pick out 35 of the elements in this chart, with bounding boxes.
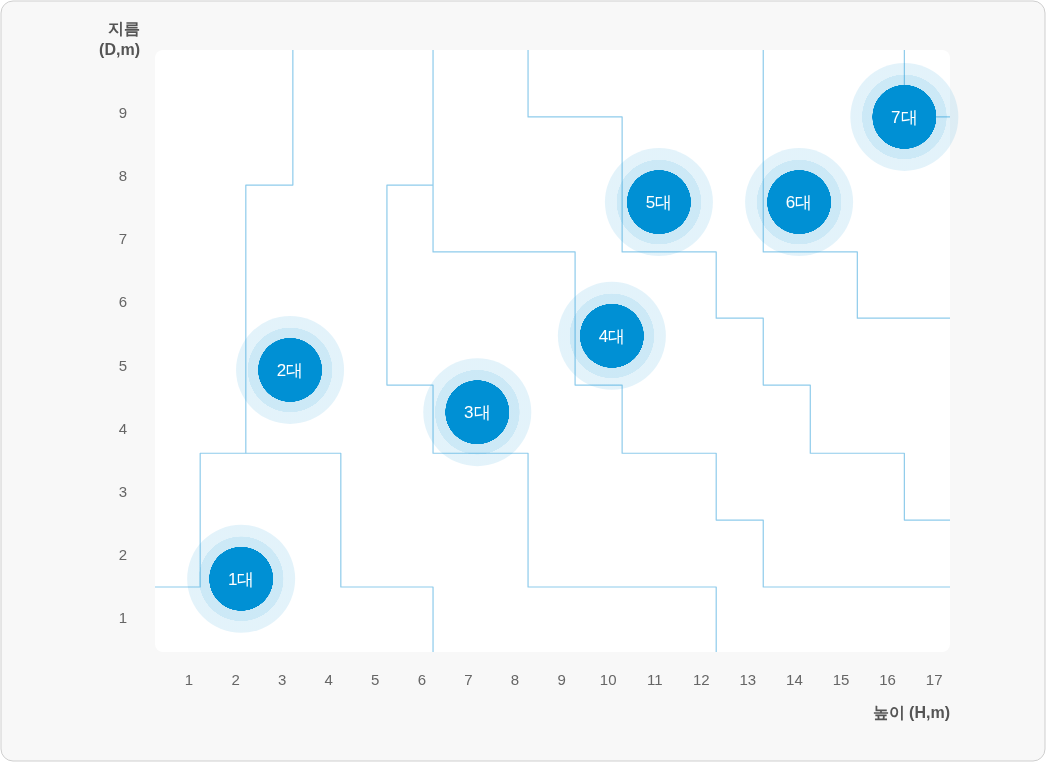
x-tick-label: 6 xyxy=(417,671,427,688)
y-tick-label: 9 xyxy=(118,104,128,122)
y-tick-label: 6 xyxy=(118,293,128,311)
annotation: 4대 xyxy=(598,326,626,346)
annotation: 2대 xyxy=(276,360,304,380)
x-tick-label: 10 xyxy=(599,671,617,688)
x-tick-label: 5 xyxy=(371,671,380,688)
x-tick-label: 1 xyxy=(184,671,194,688)
y-tick-label: 3 xyxy=(118,482,128,500)
x-tick-label: 3 xyxy=(277,671,287,688)
x-tick-label: 8 xyxy=(510,671,520,688)
x-tick-label: 13 xyxy=(739,671,757,688)
x-tick-label: 17 xyxy=(925,671,943,688)
x-tick-label: 11 xyxy=(646,671,663,688)
x-tick-label: 16 xyxy=(879,671,896,688)
annotation: 7대 xyxy=(891,107,918,127)
y-axis-title: 지름 (D,m) xyxy=(99,20,140,58)
x-tick-label: 15 xyxy=(832,671,850,688)
y-tick-label: 4 xyxy=(118,419,128,437)
annotation: 6대 xyxy=(785,193,813,213)
y-tick-label: 5 xyxy=(118,356,128,374)
y-tick-label: 1 xyxy=(118,608,128,626)
x-tick-label: 7 xyxy=(464,671,473,688)
x-tick-label: 12 xyxy=(692,671,710,688)
x-tick-label: 4 xyxy=(324,671,333,688)
annotation: 1대 xyxy=(227,569,255,589)
x-tick-label: 14 xyxy=(786,671,803,688)
annotation: 3대 xyxy=(464,403,491,423)
y-tick-label: 8 xyxy=(118,167,128,185)
y-tick-label: 2 xyxy=(118,545,128,563)
y-tick-label: 7 xyxy=(118,230,128,248)
annotation: 5대 xyxy=(645,193,673,213)
x-tick-label: 2 xyxy=(231,671,240,688)
x-tick-label: 9 xyxy=(557,671,566,688)
x-axis-title: 높이 (H,m) xyxy=(872,704,950,721)
